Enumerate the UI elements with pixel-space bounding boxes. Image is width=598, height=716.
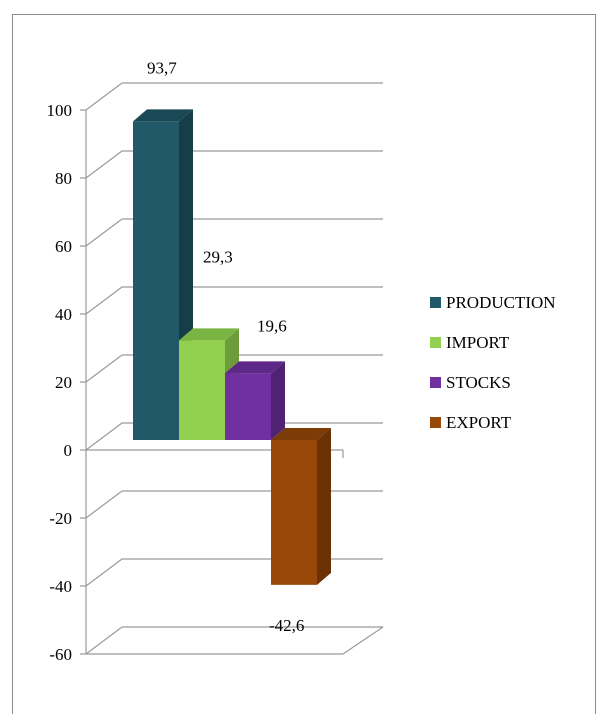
data-label-production: 93,7 [147,58,177,77]
gridline-side [85,626,123,655]
bar-side [271,361,285,440]
y-tick-label: 20 [55,373,72,392]
bar-front [225,373,271,440]
legend-item-import: IMPORT [430,333,510,352]
y-tick-label: -40 [49,577,72,596]
gridline-side [85,558,123,587]
legend-item-export: EXPORT [430,413,512,432]
legend-swatch [430,337,441,348]
legend-swatch [430,417,441,428]
legend-label: IMPORT [446,333,510,352]
y-tick-label: 60 [55,237,72,256]
legend-swatch [430,297,441,308]
bar-top [271,428,331,440]
y-axis: 100 80 60 40 20 0 -20 -40 -60 [47,101,87,664]
chart-frame [12,14,596,714]
legend-item-stocks: STOCKS [430,373,511,392]
y-tick-label: 0 [64,441,73,460]
legend-swatch [430,377,441,388]
gridline-side [85,286,123,315]
bottom-floor-side [342,626,384,655]
legend: PRODUCTION IMPORT STOCKS EXPORT [430,293,556,432]
y-tick-label: 100 [47,101,73,120]
bar-front [179,340,225,440]
legend-item-production: PRODUCTION [430,293,556,312]
legend-label: EXPORT [446,413,512,432]
bar-side [317,428,331,585]
legend-label: PRODUCTION [446,293,556,312]
gridline-side [85,422,123,451]
data-labels: 93,7 29,3 19,6 -42,6 [147,58,304,634]
legend-label: STOCKS [446,373,511,392]
bar-production [133,109,193,441]
gridline-side [85,218,123,247]
gridline-side [85,150,123,179]
bar-front [271,440,317,585]
gridline-side [85,490,123,519]
bar-top [225,361,285,374]
bar-stocks [225,361,285,440]
data-label-import: 29,3 [203,247,233,266]
y-tick-label: 40 [55,305,72,324]
bars [133,109,331,585]
gridline-side [85,82,123,111]
bar-front [133,121,179,441]
y-tick-label: 80 [55,169,72,188]
data-label-stocks: 19,6 [257,316,287,335]
gridline-side [85,354,123,383]
y-tick-label: -20 [49,509,72,528]
y-tick-label: -60 [49,645,72,664]
bar-export [271,428,331,585]
bar-top [179,328,239,341]
data-label-export: -42,6 [269,616,304,635]
bar-top [133,109,193,122]
